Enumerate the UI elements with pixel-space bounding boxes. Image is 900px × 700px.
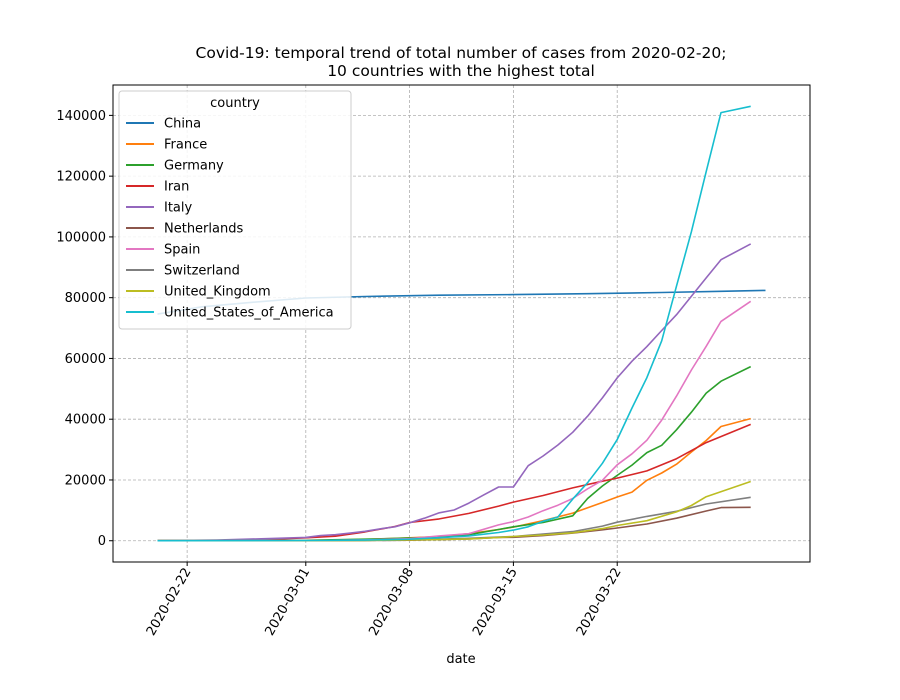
- chart-title-line-2: 10 countries with the highest total: [327, 62, 595, 80]
- series-line-italy: [157, 243, 752, 542]
- y-tick-label: 20000: [65, 473, 106, 488]
- x-tick-label: 2020-03-01: [262, 566, 313, 639]
- x-tick-label: 2020-03-22: [574, 566, 625, 639]
- legend-label: United_Kingdom: [164, 285, 271, 300]
- legend-label: France: [164, 138, 207, 153]
- series-line-united-states-of-america: [157, 105, 751, 542]
- y-tick-label: 120000: [56, 170, 106, 185]
- x-axis-label: date: [446, 652, 475, 667]
- legend-label: Germany: [164, 159, 224, 174]
- legend-title: country: [210, 96, 260, 111]
- legend-label: Switzerland: [164, 264, 240, 279]
- legend: country China France Germany Iran Italy Nether…: [118, 90, 352, 330]
- series-line-iran: [157, 423, 752, 542]
- legend-label: United_States_of_America: [164, 306, 334, 321]
- legend-label: Spain: [164, 243, 200, 258]
- x-tick-label: 2020-03-08: [366, 566, 417, 639]
- legend-label: China: [164, 117, 201, 132]
- series-lines: [157, 105, 766, 542]
- y-tick-label: 60000: [65, 352, 106, 367]
- series-line-spain: [157, 300, 752, 542]
- y-tick-label: 0: [98, 534, 106, 549]
- x-tick-label: 2020-02-22: [144, 566, 195, 639]
- x-tick-label: 2020-03-15: [470, 566, 521, 639]
- legend-box: [118, 90, 352, 330]
- y-tick-label: 40000: [65, 413, 106, 428]
- y-tick-label: 80000: [65, 291, 106, 306]
- legend-label: Netherlands: [164, 222, 243, 237]
- y-tick-label: 140000: [56, 109, 106, 124]
- plot-area-frame: [112, 84, 811, 563]
- chart-title-line-1: Covid-19: temporal trend of total number…: [196, 44, 727, 62]
- legend-label: Italy: [164, 201, 193, 216]
- legend-label: Iran: [164, 180, 189, 195]
- y-tick-label: 100000: [56, 230, 106, 245]
- series-line-united-kingdom: [157, 480, 751, 542]
